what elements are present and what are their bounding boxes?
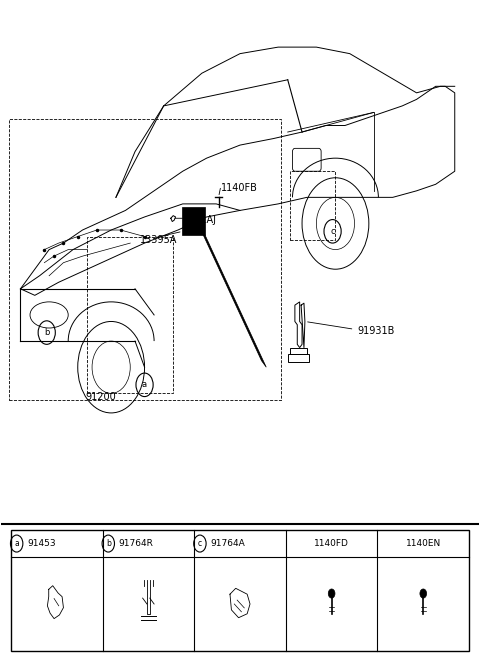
Text: 1140FD: 1140FD [314,539,349,548]
Text: c: c [198,539,202,548]
FancyBboxPatch shape [182,207,205,235]
Text: a: a [142,380,147,389]
Text: 91764R: 91764R [119,539,154,548]
Text: 91453: 91453 [27,539,56,548]
Polygon shape [199,227,266,367]
Text: a: a [14,539,19,548]
Text: 91931B: 91931B [357,326,394,337]
Text: 1141AJ: 1141AJ [183,215,217,225]
Text: c: c [330,227,335,236]
Text: 1140EN: 1140EN [406,539,441,548]
Text: 91200: 91200 [85,392,116,401]
Text: b: b [106,539,111,548]
Text: 91764A: 91764A [210,539,245,548]
Text: 1140FB: 1140FB [221,182,258,193]
Circle shape [328,589,335,598]
Text: 13395A: 13395A [140,235,177,245]
Text: b: b [44,328,49,337]
Circle shape [420,589,427,598]
